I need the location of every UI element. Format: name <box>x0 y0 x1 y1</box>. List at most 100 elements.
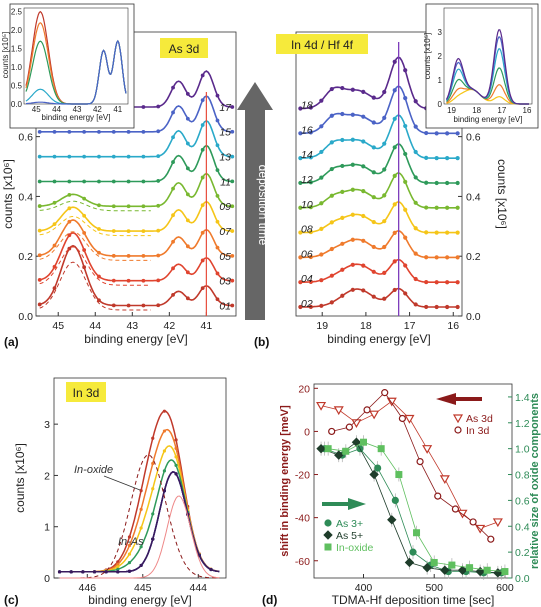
data-point <box>116 570 120 574</box>
data-point <box>434 304 439 310</box>
data-point <box>127 535 132 539</box>
data-point <box>319 278 324 283</box>
data-point <box>361 288 366 293</box>
series-line <box>300 114 458 159</box>
series-line <box>300 229 458 259</box>
data-point <box>298 156 303 161</box>
data-point <box>151 461 155 466</box>
data-point <box>215 245 220 250</box>
data-point <box>403 96 408 101</box>
data-point <box>139 507 143 511</box>
y2-axis-label: relative size of oxide components <box>529 393 541 569</box>
inset-y-tick-label: 0.5 <box>11 82 23 91</box>
inset-x-label: binding energy [eV] <box>42 113 111 122</box>
data-point <box>403 263 408 268</box>
inset-x-tick-label: 43 <box>73 105 82 114</box>
data-point <box>37 228 42 233</box>
data-point <box>141 229 146 233</box>
legend-label: In-oxide <box>336 542 374 554</box>
y-tick-label: 0.4 <box>18 191 33 203</box>
data-point <box>387 515 397 525</box>
data-point <box>483 566 491 574</box>
data-point <box>162 409 167 413</box>
y-tick-label: 1 <box>44 522 50 534</box>
data-point <box>340 267 345 272</box>
inset-y-tick-label: 2.0 <box>11 26 23 35</box>
x-tick-label: 43 <box>126 320 138 332</box>
data-point <box>434 180 439 186</box>
data-point <box>298 106 303 111</box>
y2-tick-label: 1.4 <box>515 392 530 404</box>
inset-x-label: binding energy [eV] <box>454 115 523 124</box>
data-point <box>37 302 42 307</box>
data-point <box>371 294 376 299</box>
chart-title: In 3d <box>73 386 100 400</box>
data-point <box>319 303 324 308</box>
arrow-label: deposition time <box>256 165 270 246</box>
data-point <box>141 278 146 283</box>
data-point <box>171 110 175 115</box>
data-point <box>298 255 303 260</box>
data-point <box>340 111 345 117</box>
data-point <box>215 271 220 276</box>
data-point <box>185 270 190 275</box>
data-point <box>215 194 220 198</box>
data-point <box>139 526 143 530</box>
series-line <box>39 232 233 282</box>
series-line <box>300 172 458 209</box>
data-point <box>371 170 376 175</box>
data-point <box>200 147 205 152</box>
data-point <box>319 226 324 231</box>
data-point <box>333 406 344 416</box>
y-tick-label: -60 <box>295 556 310 568</box>
series-label: 11 <box>220 176 231 188</box>
inset-x-tick-label: 17 <box>497 106 506 115</box>
data-point <box>230 204 235 209</box>
x-tick-label: 500 <box>425 582 443 594</box>
data-point <box>350 162 355 167</box>
data-point <box>139 563 143 568</box>
data-point <box>97 250 101 255</box>
data-point <box>371 95 376 100</box>
data-point <box>156 278 161 283</box>
y-tick-label: 20 <box>298 383 310 395</box>
inset-y-tick-label: 1.5 <box>11 45 23 54</box>
data-point <box>298 131 303 136</box>
data-point <box>174 463 178 467</box>
data-point <box>381 389 389 397</box>
series-label: 02 <box>301 298 313 310</box>
annotation-in-as: In-As <box>118 536 144 548</box>
data-point <box>404 557 415 568</box>
series-label: 14 <box>301 149 313 161</box>
data-point <box>403 151 408 157</box>
data-point <box>156 129 161 134</box>
data-point <box>111 204 116 209</box>
series-label: 15 <box>219 127 231 139</box>
data-point <box>316 401 327 411</box>
legend-label: As 3d <box>466 413 493 425</box>
data-point <box>445 205 450 210</box>
data-point <box>319 98 324 103</box>
data-point <box>141 154 146 159</box>
inset-y-tick-label: 0 <box>438 100 443 109</box>
data-point <box>116 565 120 569</box>
data-point <box>162 489 167 493</box>
data-point <box>200 175 205 180</box>
data-point <box>298 205 303 210</box>
data-point <box>392 88 397 93</box>
data-point <box>413 302 418 307</box>
data-point <box>445 255 450 260</box>
data-point <box>382 115 387 120</box>
data-point <box>230 105 235 109</box>
arrow-left-icon <box>436 393 456 405</box>
data-point <box>369 410 380 420</box>
data-point <box>156 303 161 308</box>
data-point <box>398 414 406 423</box>
x-tick-label: 44 <box>89 320 101 332</box>
series-line <box>300 258 458 283</box>
data-point <box>382 296 387 301</box>
data-point <box>329 193 334 198</box>
y-tick-label: -40 <box>295 513 310 525</box>
data-point <box>413 149 418 155</box>
x-axis-label: binding energy [eV] <box>84 332 187 346</box>
